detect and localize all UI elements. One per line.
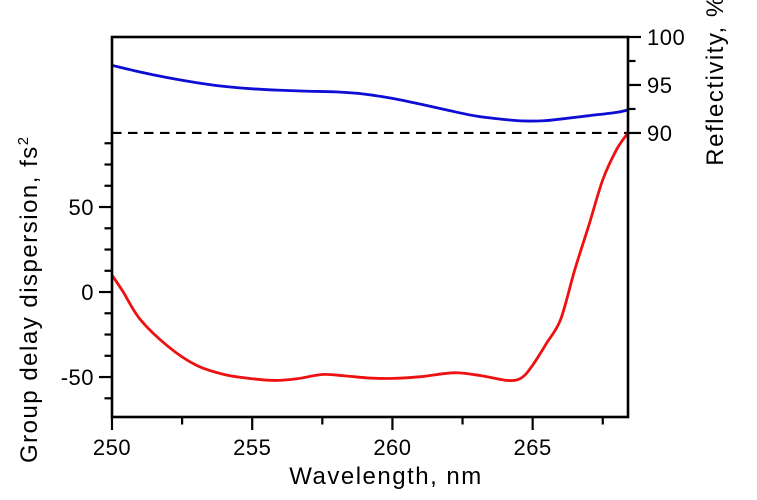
x-axis-tick-label: 255 <box>233 435 271 460</box>
left-y-axis-tick-label: 50 <box>69 195 94 220</box>
x-axis-tick-label: 265 <box>514 435 552 460</box>
left-y-axis-tick-label: 0 <box>81 280 94 305</box>
left-axis-title-sup: 2 <box>16 136 32 146</box>
right-axis-title: Reflectivity, % <box>702 0 729 166</box>
reflectivity-curve <box>111 63 629 123</box>
x-axis-tick-label: 260 <box>373 435 411 460</box>
bottom-axis-title: Wavelength, nm <box>289 463 483 490</box>
x-axis-tick-label: 250 <box>93 435 131 460</box>
plot-frame <box>110 35 630 419</box>
gdd-curve <box>111 131 629 382</box>
left-y-axis-tick-label: -50 <box>61 365 94 390</box>
right-y-axis-tick-label: 100 <box>647 25 685 50</box>
right-y-axis-tick-label: 90 <box>647 121 672 146</box>
left-axis-title-text: Group delay dispersion, fs <box>16 145 43 464</box>
left-axis-title: Group delay dispersion, fs2 <box>16 137 44 463</box>
right-y-axis-tick-label: 95 <box>647 73 672 98</box>
